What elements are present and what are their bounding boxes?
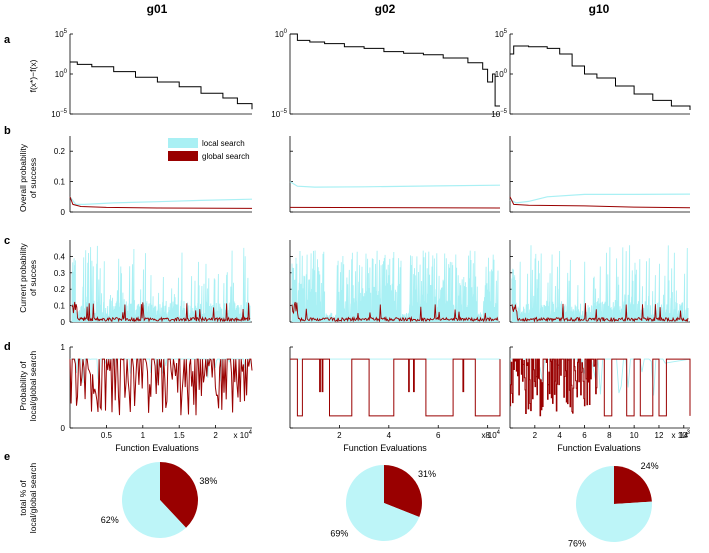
ytick-d-1: 0 [61,424,66,433]
ytick-a-g10-0: 105 [495,29,508,39]
xtick-g10-4: 10 [630,431,639,440]
column-title-g10: g10 [589,2,610,16]
xtick-g01-3: 2 [213,431,218,440]
series-line-b-g01-global [69,196,253,209]
xtick-multiplier-g01: x 104 [234,430,253,440]
series-line-b-g10-global [509,196,691,209]
xtick-g02-3: 8 [485,431,490,440]
xtick-g01-1: 1 [141,431,146,440]
ylabel-row-b-line1: Overall probability [18,143,28,212]
pie-slice-local-g02 [345,465,420,542]
xtick-g01-0: 0.5 [101,431,113,440]
pie-label-global-g02: 31% [418,469,436,479]
pie-slice-local-g10 [575,466,652,542]
series-line-c-g02-global [291,301,499,323]
legend-swatch-local [168,138,198,148]
ytick-c-4: 0 [61,318,66,327]
ytick-c-1: 0.3 [54,269,66,278]
ytick-b-1: 0.1 [54,178,66,187]
ylabel-row-b-line2: of success [28,158,38,198]
ylabel-row-c-line1: Current probability [18,243,28,313]
legend: local search global search [168,138,250,161]
series-line-b-g01-local [69,196,253,205]
ytick-a-g01-0: 105 [55,29,68,39]
legend-label-global: global search [202,152,250,161]
xtick-g10-1: 4 [557,431,562,440]
ytick-a-g02-1: 10−5 [271,109,287,119]
xtick-multiplier-g02: x 104 [482,430,501,440]
ytick-a-g10-1: 100 [495,69,508,79]
xtick-g02-0: 2 [337,431,342,440]
series-line-d-g01-global [69,358,253,416]
series-line-d-g10-global [510,358,691,417]
ylabel-row-c-line2: of succes [28,260,38,296]
pie-slice-global-g10 [614,466,652,504]
series-line-c-g01-global [71,301,251,323]
series-line-c-g02-local [291,250,499,323]
ytick-a-g01-1: 100 [55,69,68,79]
plot-area: 10510010−510010−510510010−50.20.100.40.3… [51,29,690,548]
series-line-a-g02 [290,33,500,107]
ytick-c-3: 0.1 [54,302,66,311]
xtick-g10-0: 2 [533,431,538,440]
legend-swatch-global [168,151,198,161]
xtick-g10-6: 14 [679,431,688,440]
xtick-g01-2: 1.5 [174,431,186,440]
column-title-g02: g02 [375,2,396,16]
xtick-multiplier-g10: x 103 [672,430,691,440]
ylabel-row-a: f(x*)−f(x) [28,59,38,92]
xtick-g10-5: 12 [655,431,664,440]
xtick-g10-2: 6 [582,431,587,440]
xtick-g10-3: 8 [607,431,612,440]
ytick-b-0: 0.2 [54,147,66,156]
pie-slice-global-g01 [160,462,198,528]
series-line-c-g10-local [511,245,689,323]
legend-label-local: local search [202,139,245,148]
row-letter-c: c [4,235,10,247]
ytick-d-0: 1 [61,343,66,352]
row-letter-b: b [4,125,11,137]
series-line-a-g01 [70,61,253,110]
series-line-b-g10-local [509,193,691,204]
pie-label-local-g02: 69% [330,528,348,538]
column-title-g01: g01 [147,2,168,16]
ylabel-row-d-line1: Probability of [18,361,28,411]
row-letter-d: d [4,341,11,353]
pie-label-global-g01: 38% [199,476,217,486]
ytick-a-g01-2: 10−5 [51,109,67,119]
ylabel-row-e-line2: local/global search [28,463,38,534]
pie-slice-global-g02 [384,465,422,517]
row-letter-a: a [4,34,11,46]
series-line-c-g01-local [71,245,251,323]
series-line-d-g02-global [290,358,501,417]
row-letter-e: e [4,451,10,463]
xtick-g02-1: 4 [387,431,392,440]
ylabel-row-d-line2: local/global search [28,351,38,422]
xlabel-g02: Function Evaluations [343,443,427,453]
ytick-c-2: 0.2 [54,285,66,294]
ylabel-row-e-line1: total % of [18,480,28,516]
ytick-a-g02-0: 100 [275,29,288,39]
pie-label-local-g10: 76% [568,538,586,548]
pie-slice-local-g01 [121,462,186,539]
series-line-a-g10 [510,45,691,110]
pie-label-global-g10: 24% [641,461,659,471]
ytick-a-g10-2: 10−5 [491,109,507,119]
xlabel-g10: Function Evaluations [557,443,641,453]
xlabel-g01: Function Evaluations [115,443,199,453]
pie-label-local-g01: 62% [101,515,119,525]
xtick-g02-2: 6 [436,431,441,440]
series-line-c-g10-global [511,303,689,323]
series-line-b-g02-local [289,181,501,188]
series-line-b-g02-global [289,206,501,209]
ytick-b-2: 0 [61,208,66,217]
ytick-c-0: 0.4 [54,252,66,261]
